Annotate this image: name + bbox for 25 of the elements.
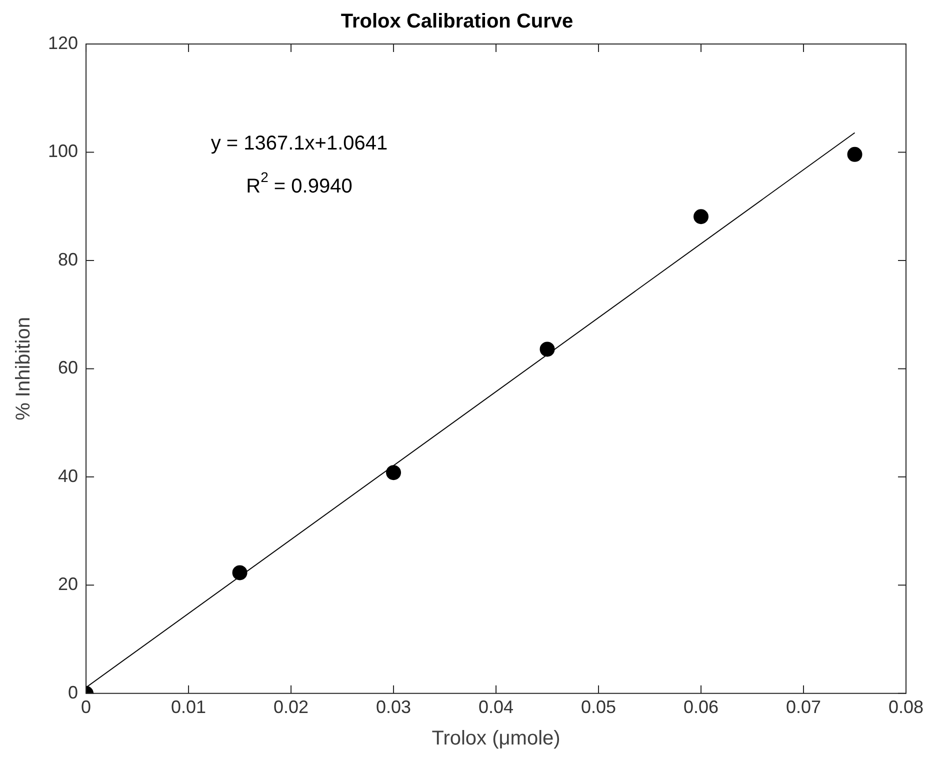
x-tick-label: 0.08 [888, 697, 924, 718]
y-tick-label: 0 [68, 682, 78, 702]
y-tick-label: 120 [48, 32, 78, 53]
chart-title: Trolox Calibration Curve [340, 10, 574, 33]
y-tick-label: 100 [48, 141, 78, 162]
y-axis-title: % Inhibition [12, 316, 35, 420]
x-tick-label: 0.07 [786, 697, 822, 718]
x-tick-label: 0.05 [580, 697, 616, 718]
x-tick-label: 0.06 [683, 697, 719, 718]
x-axis-title: Trolox (μmole) [432, 728, 560, 750]
x-tick-label: 0.01 [171, 697, 206, 718]
x-tick-label: 0.03 [376, 697, 412, 718]
y-tick-label: 80 [58, 249, 78, 270]
y-tick-label: 20 [58, 574, 78, 594]
y-tick-label: 40 [58, 466, 78, 486]
x-tick-label: 0.02 [274, 697, 309, 718]
point [386, 465, 402, 480]
point [232, 565, 248, 580]
x-tick-label: 0 [81, 697, 92, 718]
x-tick-label: 0.04 [478, 697, 514, 718]
point [694, 209, 709, 224]
annotation: y = 1367.1x+1.0641 [210, 132, 388, 155]
point [847, 146, 862, 162]
point [540, 342, 555, 357]
y-tick-label: 60 [58, 358, 78, 378]
